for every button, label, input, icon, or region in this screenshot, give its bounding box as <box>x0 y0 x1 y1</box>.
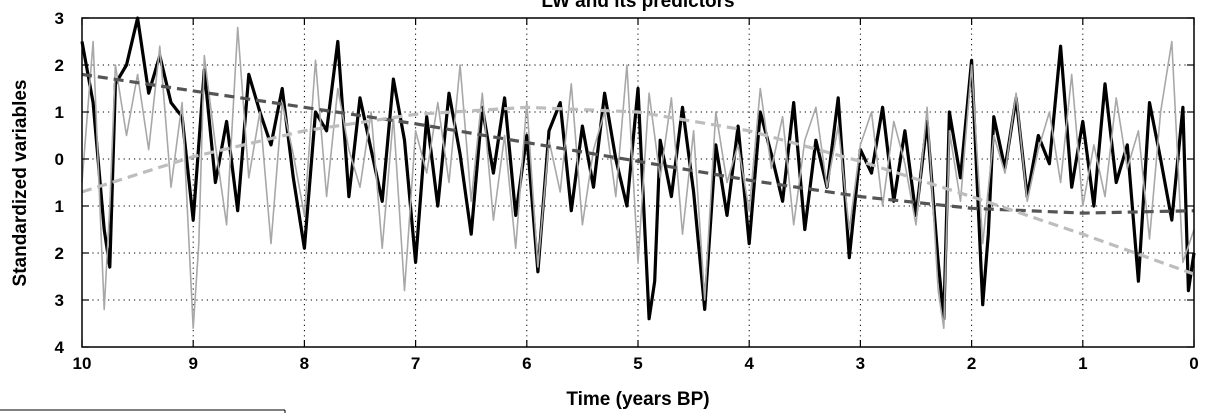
grid-lines <box>82 18 1194 347</box>
x-tick-label: 10 <box>73 354 92 373</box>
trend-light-dashed-line <box>81 105 1195 276</box>
y-tick-label: 3 <box>55 9 64 28</box>
y-tick-label: 1 <box>55 103 64 122</box>
y-tick-label: 1 <box>55 197 64 216</box>
chart-title: LW and its predictors <box>541 0 734 12</box>
y-tick-label: 2 <box>55 244 64 263</box>
y-tick-label: 4 <box>55 338 65 357</box>
tick-marks <box>81 17 1195 348</box>
y-axis-title: Standardized variables <box>10 80 31 287</box>
y-tick-label: 0 <box>55 150 64 169</box>
series-layer <box>80 16 1196 330</box>
x-tick-label: 2 <box>967 354 976 373</box>
x-tick-label: 1 <box>1078 354 1087 373</box>
x-tick-label: 0 <box>1189 354 1198 373</box>
x-tick-label: 9 <box>188 354 197 373</box>
x-tick-label: 4 <box>744 354 754 373</box>
x-tick-label: 5 <box>633 354 642 373</box>
series-predictor-line <box>81 26 1195 330</box>
y-tick-label: 2 <box>55 56 64 75</box>
x-tick-label: 3 <box>856 354 865 373</box>
x-axis-title: Time (years BP) <box>566 389 709 410</box>
x-tick-label: 8 <box>300 354 309 373</box>
x-tick-label: 6 <box>522 354 531 373</box>
y-tick-label: 3 <box>55 291 64 310</box>
x-tick-label: 7 <box>411 354 420 373</box>
